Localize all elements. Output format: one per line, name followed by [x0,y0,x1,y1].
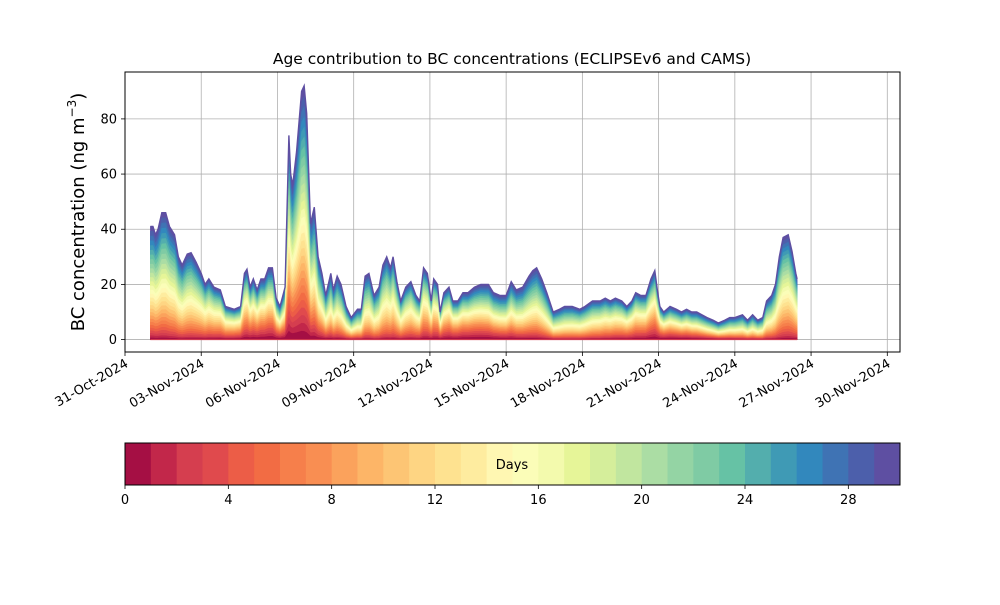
colorbar-bin-13 [460,443,488,485]
colorbar-bin-22 [693,443,720,485]
age-band-area-0 [150,330,798,340]
colorbar-bin-19 [615,443,643,485]
colorbar-bin-11 [409,443,436,485]
y-tick-label: 40 [100,223,117,238]
colorbar: 0 4 8 12 16 20 24 28 [121,442,901,508]
colorbar-bin-10 [383,443,410,485]
x-tick-label: 09-Nov-2024 [279,356,359,411]
colorbar-bin-21 [667,443,694,485]
colorbar-bin-7 [305,443,333,485]
colorbar-tick-label: 0 [121,493,129,508]
colorbar-bin-0 [125,443,152,485]
x-tick-label: 12-Nov-2024 [356,356,436,411]
y-tick-label: 0 [109,333,117,348]
colorbar-bin-25 [770,443,798,485]
colorbar-bin-3 [202,443,229,485]
y-axis-label-superscript: −3 [65,100,79,118]
colorbar-tick-label: 28 [840,493,857,508]
colorbar-bin-15 [512,443,539,485]
colorbar-bin-4 [228,443,255,485]
colorbar-bin-8 [331,443,358,485]
colorbar-frame [124,442,901,486]
colorbar-bin-28 [848,443,875,485]
colorbar-tick-label: 4 [224,493,232,508]
colorbar-bin-23 [719,443,746,485]
colorbar-bin-17 [564,443,591,485]
colorbar-bin-9 [357,443,384,485]
y-tick-label: 80 [100,112,117,127]
x-tick-label: 21-Nov-2024 [584,356,664,411]
colorbar-bin-1 [150,443,178,485]
y-axis-label-main: BC concentration (ng m [68,117,89,331]
chart-title: Age contribution to BC concentrations (E… [273,50,751,68]
x-tick-label: 24-Nov-2024 [661,356,741,411]
colorbar-bin-16 [538,443,565,485]
colorbar-tick-label: 12 [427,493,444,508]
y-tick-label: 60 [100,168,117,183]
colorbar-bin-20 [641,443,668,485]
colorbar-bin-24 [745,443,772,485]
x-tick-label: 31-Oct-2024 [53,356,131,410]
y-axis-label-close: ) [68,93,89,100]
age-band-area-1 [150,322,798,340]
y-axis: 0 20 40 60 80 [100,112,125,348]
total-concentration-line [150,83,798,324]
colorbar-bin-2 [176,443,203,485]
colorbar-bin-12 [435,443,462,485]
colorbar-tick-label: 16 [530,493,547,508]
colorbar-bin-5 [254,443,281,485]
x-tick-label: 18-Nov-2024 [508,356,588,411]
colorbar-label: Days [496,458,529,473]
x-tick-label: 03-Nov-2024 [127,356,207,411]
colorbar-tick-label: 24 [737,493,754,508]
colorbar-tick-label: 20 [633,493,650,508]
colorbar-bin-14 [486,443,513,485]
x-tick-label: 27-Nov-2024 [737,356,817,411]
colorbar-tick-label: 8 [328,493,336,508]
colorbar-bin-29 [874,443,901,485]
age-stacked-areas [150,83,798,341]
colorbar-bin-18 [590,443,617,485]
x-tick-label: 30-Nov-2024 [813,356,893,411]
colorbar-bin-6 [280,443,307,485]
y-tick-label: 20 [100,278,117,293]
colorbar-bin-26 [796,443,823,485]
x-tick-label: 15-Nov-2024 [432,356,512,411]
x-axis: 31-Oct-202403-Nov-202406-Nov-202409-Nov-… [53,352,893,411]
colorbar-bin-27 [822,443,849,485]
x-tick-label: 06-Nov-2024 [203,356,283,411]
y-axis-label: BC concentration (ng m−3) [65,93,89,332]
plot-frame [124,71,901,353]
